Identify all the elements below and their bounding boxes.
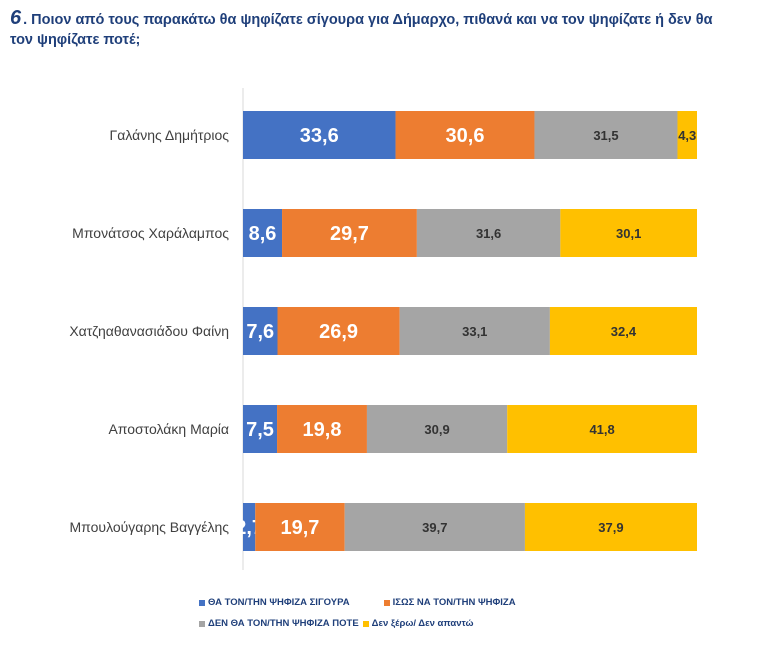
- bar-segment: [277, 307, 400, 355]
- bar-segment: [277, 405, 367, 453]
- data-label: 31,5: [593, 128, 618, 143]
- chart-title: 6. Ποιον από τους παρακάτω θα ψηφίζατε σ…: [10, 8, 730, 50]
- data-label: 30,1: [616, 226, 641, 241]
- data-label: 33,6: [300, 125, 339, 147]
- bar-segment: [399, 307, 550, 355]
- legend-row-1: ΘΑ ΤΟΝ/ΤΗΝ ΨΗΦΙΖΑ ΣΙΓΟΥΡΑ ΙΣΩΣ ΝΑ ΤΟΝ/ΤΗ…: [199, 597, 516, 608]
- data-label: 30,9: [424, 422, 449, 437]
- data-label: 39,7: [422, 520, 447, 535]
- data-label: 32,4: [611, 324, 637, 339]
- bar-segment: [255, 503, 345, 551]
- data-label: 31,6: [476, 226, 501, 241]
- bar-segment: [366, 405, 508, 453]
- legend-swatch-dontknow: [362, 620, 369, 627]
- bar-segment: [243, 405, 278, 453]
- legend-row-2: ΔΕΝ ΘΑ ΤΟΝ/ΤΗΝ ΨΗΦΙΖΑ ΠΟΤΕ Δεν ξέρω/ Δεν…: [199, 618, 474, 629]
- question-number: 6: [10, 7, 22, 29]
- category-label: Μπονάτσος Χαράλαμπος: [72, 225, 229, 241]
- bar-segment: [677, 111, 697, 159]
- category-label: Γαλάνης Δημήτριος: [110, 127, 230, 143]
- data-label: 4,3: [678, 128, 696, 143]
- bar-segment: [344, 503, 525, 551]
- bar-segment: [243, 503, 256, 551]
- stacked-bar-chart: Γαλάνης Δημήτριος 33,6 30,6 31,5 4,3 Μπονάτσο…: [69, 88, 697, 570]
- category-label: Μπουλούγαρης Βαγγέλης: [70, 519, 230, 535]
- bar-segment: [524, 503, 697, 551]
- data-label: 26,9: [319, 321, 358, 343]
- legend-label-sure: ΘΑ ΤΟΝ/ΤΗΝ ΨΗΦΙΖΑ ΣΙΓΟΥΡΑ: [208, 597, 350, 608]
- data-label: 33,1: [462, 324, 487, 339]
- category-label: Χατζηαθανασιάδου Φαίνη: [69, 323, 229, 339]
- legend-swatch-maybe: [383, 599, 390, 606]
- data-label: 7,5: [246, 419, 274, 441]
- data-label: 8,6: [249, 223, 277, 245]
- bar-segment: [243, 307, 278, 355]
- legend-label-never: ΔΕΝ ΘΑ ΤΟΝ/ΤΗΝ ΨΗΦΙΖΑ ΠΟΤΕ: [208, 618, 359, 629]
- legend-item-sure: ΘΑ ΤΟΝ/ΤΗΝ ΨΗΦΙΖΑ ΣΙΓΟΥΡΑ: [199, 597, 350, 608]
- bar-segment: [282, 209, 417, 257]
- question-text: . Ποιον από τους παρακάτω θα ψηφίζατε σί…: [10, 12, 713, 48]
- bar-segment: [534, 111, 678, 159]
- category-label: Αποστολάκη Μαρία: [108, 421, 229, 437]
- bar-segment: [395, 111, 535, 159]
- legend-item-maybe: ΙΣΩΣ ΝΑ ΤΟΝ/ΤΗΝ ΨΗΦΙΖΑ: [383, 597, 516, 608]
- bar-segment: [549, 307, 697, 355]
- data-label: 37,9: [598, 520, 623, 535]
- data-label: 30,6: [446, 125, 485, 147]
- bar-segment: [507, 405, 697, 453]
- data-label: 41,8: [589, 422, 614, 437]
- legend-swatch-never: [199, 620, 205, 627]
- bar-segment: [560, 209, 697, 257]
- bar-segment: [243, 111, 396, 159]
- legend-item-dontknow: Δεν ξέρω/ Δεν απαντώ: [362, 618, 474, 629]
- bar-segment: [416, 209, 561, 257]
- legend-label-maybe: ΙΣΩΣ ΝΑ ΤΟΝ/ΤΗΝ ΨΗΦΙΖΑ: [392, 597, 516, 608]
- bar-segment: [243, 209, 283, 257]
- legend-item-never: ΔΕΝ ΘΑ ΤΟΝ/ΤΗΝ ΨΗΦΙΖΑ ΠΟΤΕ: [199, 618, 359, 629]
- data-label: 29,7: [330, 223, 369, 245]
- legend-swatch-sure: [199, 599, 205, 606]
- legend-label-dontknow: Δεν ξέρω/ Δεν απαντώ: [371, 618, 474, 629]
- data-label: 7,6: [246, 321, 274, 343]
- data-label: 19,8: [303, 419, 342, 441]
- data-label: 19,7: [281, 517, 320, 539]
